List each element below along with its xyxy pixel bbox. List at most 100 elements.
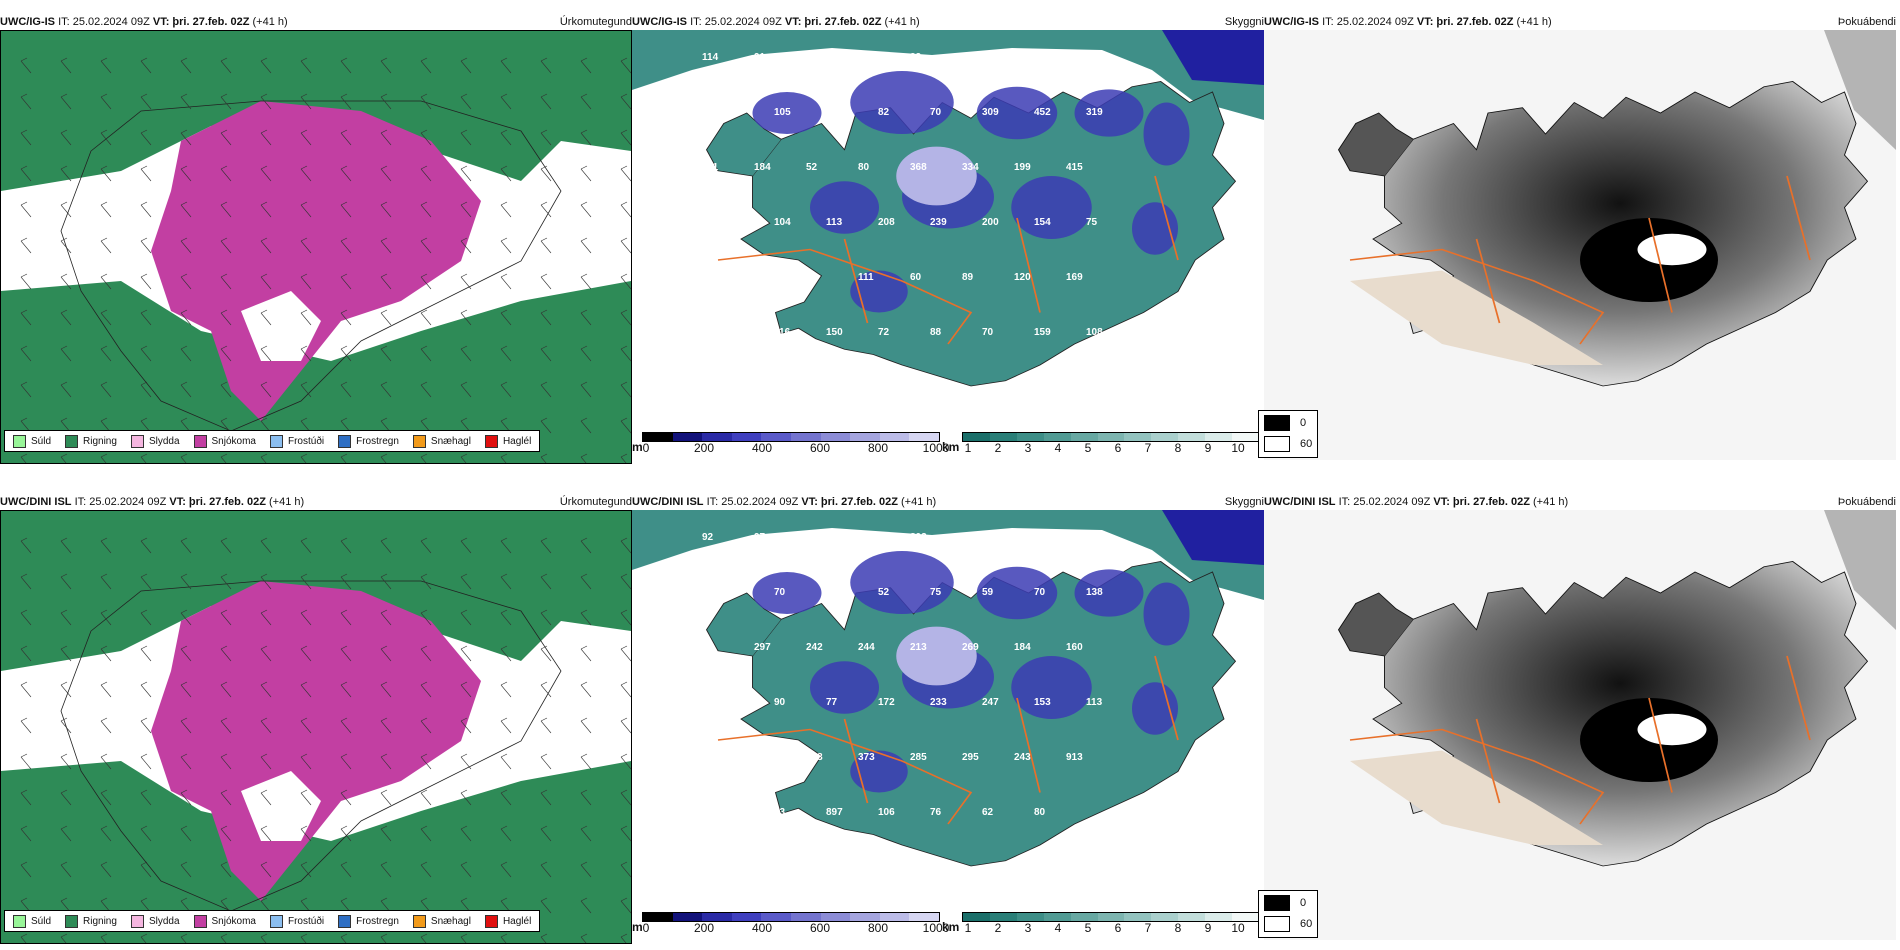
precip-legend-item: Súld <box>13 914 52 928</box>
model-name: UWC/IG-IS <box>1264 16 1319 28</box>
ceiling-value: 60 <box>910 272 922 283</box>
height-tick: 0 <box>642 921 650 935</box>
legend-label: Rigning <box>83 435 117 447</box>
ceiling-value: 105 <box>774 107 791 118</box>
ceiling-value: 63 <box>774 807 786 818</box>
height-scale: m 0 200 400 600 800 1000 <box>632 432 949 462</box>
height-tick: 200 <box>693 441 715 455</box>
ceiling-value: 70 <box>982 327 994 338</box>
valid-time: þri. 27.feb. 02Z <box>1452 496 1530 508</box>
visibility-tick: 7 <box>1144 921 1152 935</box>
ceiling-value: 211 <box>702 162 719 173</box>
ceiling-value: 106 <box>878 807 895 818</box>
fog-legend-label: 60 <box>1300 438 1313 450</box>
valid-time-label: VT: <box>1433 496 1450 508</box>
model-name: UWC/IG-IS <box>632 16 687 28</box>
precip-legend: Súld Rigning Slydda Snjókoma Frostúði Frostre… <box>4 910 541 932</box>
legend-swatch <box>269 914 283 928</box>
ceiling-value: 70 <box>930 107 942 118</box>
fog-indicator-panel: UWC/DINI ISL IT: 25.02.2024 09Z VT: þri.… <box>1258 494 1900 944</box>
precip-legend-item: Haglél <box>484 434 532 448</box>
model-name: UWC/DINI ISL <box>0 496 72 508</box>
ceiling-value: 484 <box>1014 532 1031 543</box>
ceiling-value: 373 <box>858 752 875 763</box>
panel-header: UWC/IG-IS IT: 25.02.2024 09Z VT: þri. 27… <box>0 14 632 30</box>
ceiling-value: 199 <box>1014 162 1031 173</box>
ceiling-value: 70 <box>774 587 786 598</box>
legend-swatch <box>130 434 144 448</box>
ceiling-value: 159 <box>1034 327 1051 338</box>
precip-type-panel: UWC/IG-IS IT: 25.02.2024 09Z VT: þri. 27… <box>0 14 632 464</box>
ceiling-value: 75 <box>1086 217 1098 228</box>
visibility-tick: 4 <box>1054 921 1062 935</box>
legend-swatch <box>338 434 352 448</box>
ceiling-value: 169 <box>1066 272 1083 283</box>
ceiling-value: 153 <box>1034 697 1051 708</box>
init-time: IT: 25.02.2024 09Z <box>74 496 167 508</box>
low-cloud-area <box>1074 89 1144 137</box>
precip-legend-item: Slydda <box>130 434 180 448</box>
panel-title: Þokuábendi <box>1837 496 1896 508</box>
visibility-tick: 6 <box>1114 441 1122 455</box>
precip-legend-item: Snæhagl <box>412 434 471 448</box>
legend-label: Haglél <box>502 435 532 447</box>
low-cloud-area <box>810 181 879 234</box>
ceiling-value: 52 <box>806 162 818 173</box>
ceiling-value: 160 <box>1066 642 1083 653</box>
ceiling-value: 154 <box>1034 217 1051 228</box>
precip-legend: Súld Rigning Slydda Snjókoma Frostúði Frostre… <box>4 430 541 452</box>
ceiling-value: 285 <box>910 752 927 763</box>
ceiling-value: 138 <box>1086 587 1103 598</box>
ceiling-value: 77 <box>826 697 838 708</box>
ceiling-value: 233 <box>930 697 947 708</box>
ceiling-value: 113 <box>1086 697 1103 708</box>
legend-label: Snæhagl <box>430 915 471 927</box>
height-tick: 800 <box>867 441 889 455</box>
fog-map-svg <box>1264 510 1896 940</box>
legend-swatch <box>412 434 426 448</box>
fog-legend-label: 0 <box>1300 897 1307 909</box>
model-name: UWC/IG-IS <box>0 16 55 28</box>
legend-swatch <box>193 434 207 448</box>
ceiling-value: 114 <box>702 52 719 63</box>
visibility-tick: 6 <box>1114 921 1122 935</box>
init-time: IT: 25.02.2024 09Z <box>690 16 782 28</box>
init-time: IT: 25.02.2024 09Z <box>1322 16 1414 28</box>
ceiling-value: 184 <box>1014 642 1031 653</box>
height-tick: 0 <box>642 441 650 455</box>
fog-indicator-map <box>1264 30 1896 460</box>
precip-map-svg <box>1 511 631 943</box>
low-cloud-area <box>752 92 822 134</box>
low-cloud-area <box>850 71 954 134</box>
precip-legend-item: Snjókoma <box>193 914 256 928</box>
ceiling-value: 88 <box>806 52 818 63</box>
panel-title: Skyggni <box>1224 16 1264 28</box>
ceiling-value: 90 <box>774 697 786 708</box>
low-cloud-area <box>1143 582 1190 646</box>
legend-label: Frostúði <box>287 435 325 447</box>
height-scale: m 0 200 400 600 800 1000 <box>632 912 949 942</box>
height-tick: 1000 <box>922 921 950 935</box>
visibility-scale-bar <box>962 912 1260 922</box>
precip-legend-item: Snjókoma <box>193 434 256 448</box>
ceiling-value: 78 <box>806 272 818 283</box>
ceiling-value: 100 <box>702 272 719 283</box>
precip-legend-item: Slydda <box>130 914 180 928</box>
ceiling-value: 247 <box>982 697 999 708</box>
legend-label: Súld <box>31 915 52 927</box>
panel-header: UWC/DINI ISL IT: 25.02.2024 09Z VT: þri.… <box>632 494 1264 510</box>
valid-time-label: VT: <box>1416 16 1434 28</box>
height-scale-bar <box>642 912 940 922</box>
height-unit: m <box>632 920 643 934</box>
ceiling-value: 295 <box>962 752 979 763</box>
visibility-tick: 5 <box>1084 921 1092 935</box>
panel-title: Skyggni <box>1224 496 1264 508</box>
visibility-panel: UWC/IG-IS IT: 25.02.2024 09Z VT: þri. 27… <box>632 14 1264 464</box>
ceiling-value: 242 <box>806 642 823 653</box>
ceiling-value: 88 <box>930 327 942 338</box>
valid-time-label: VT: <box>784 16 802 28</box>
fog-legend-item: 0 <box>1264 895 1306 911</box>
ceiling-value: 57 <box>702 642 714 653</box>
ceiling-value: 150 <box>858 532 875 543</box>
legend-swatch <box>484 914 498 928</box>
